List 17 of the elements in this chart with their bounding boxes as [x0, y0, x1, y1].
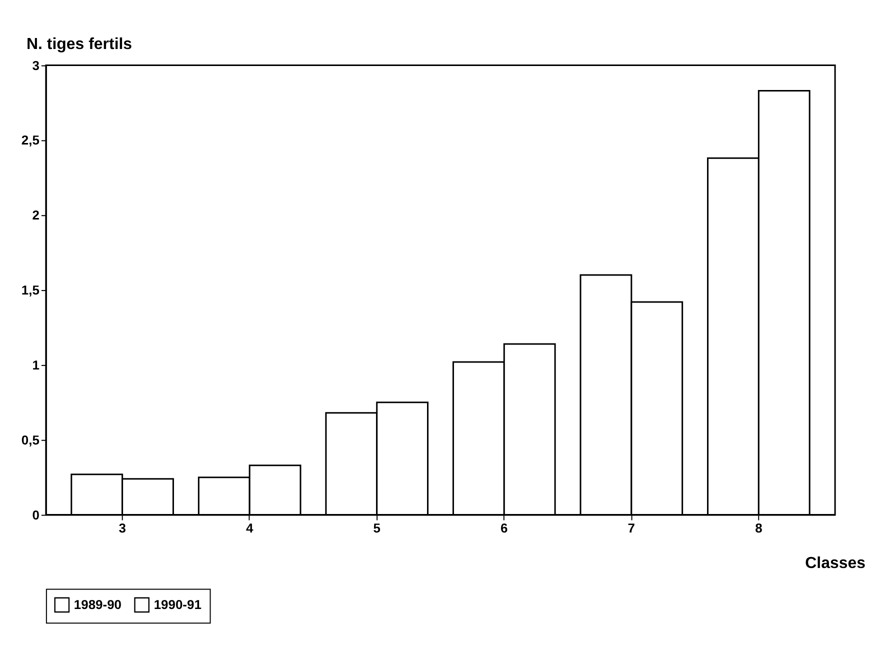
y-tick-label: 0 [32, 507, 40, 522]
y-tick-label: 2 [32, 208, 40, 223]
y-tick-label: 1,5 [21, 282, 40, 298]
x-tick-label: 5 [373, 520, 380, 536]
x-tick-label: 7 [628, 520, 636, 536]
y-tick-label: 2,5 [21, 132, 40, 148]
x-tick-label: 4 [246, 520, 254, 536]
y-tick-label: 3 [32, 58, 40, 73]
y-tick-label: 0,5 [21, 432, 40, 448]
x-tick-label: 8 [755, 520, 762, 536]
legend-label: 1989-90 [74, 596, 122, 612]
legend-label: 1990-91 [154, 596, 202, 612]
y-tick-label: 1 [32, 357, 40, 372]
x-tick-label: 3 [118, 520, 126, 536]
x-tick-label: 6 [500, 520, 508, 536]
x-axis-title: Classes [805, 555, 866, 572]
y-axis-title: N. tiges fertils [26, 36, 132, 53]
